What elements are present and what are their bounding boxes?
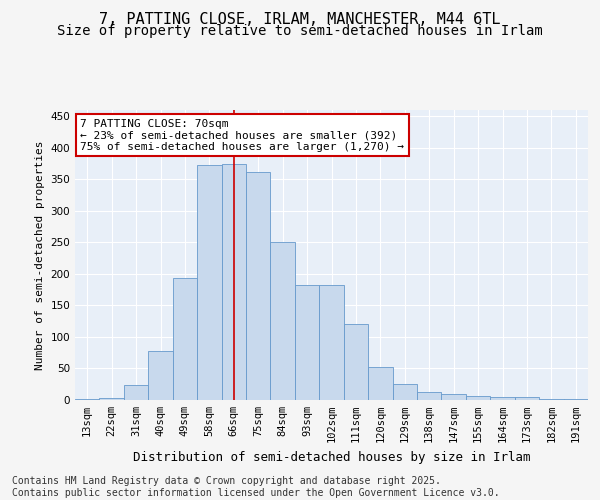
Bar [246,172,271,400]
Bar [417,392,442,400]
Bar [124,385,148,400]
Bar [490,397,515,400]
Bar [295,286,319,400]
X-axis label: Distribution of semi-detached houses by size in Irlam: Distribution of semi-detached houses by … [133,450,530,464]
Bar [442,394,466,400]
Bar [466,396,490,400]
Y-axis label: Number of semi-detached properties: Number of semi-detached properties [35,140,45,370]
Text: 7, PATTING CLOSE, IRLAM, MANCHESTER, M44 6TL: 7, PATTING CLOSE, IRLAM, MANCHESTER, M44… [99,12,501,28]
Bar [368,366,392,400]
Bar [173,278,197,400]
Bar [515,397,539,400]
Bar [197,165,221,400]
Text: Contains HM Land Registry data © Crown copyright and database right 2025.
Contai: Contains HM Land Registry data © Crown c… [12,476,500,498]
Bar [221,164,246,400]
Bar [319,286,344,400]
Bar [75,398,100,400]
Bar [539,398,563,400]
Bar [100,398,124,400]
Text: Size of property relative to semi-detached houses in Irlam: Size of property relative to semi-detach… [57,24,543,38]
Bar [271,242,295,400]
Text: 7 PATTING CLOSE: 70sqm
← 23% of semi-detached houses are smaller (392)
75% of se: 7 PATTING CLOSE: 70sqm ← 23% of semi-det… [80,118,404,152]
Bar [344,324,368,400]
Bar [392,384,417,400]
Bar [148,352,173,400]
